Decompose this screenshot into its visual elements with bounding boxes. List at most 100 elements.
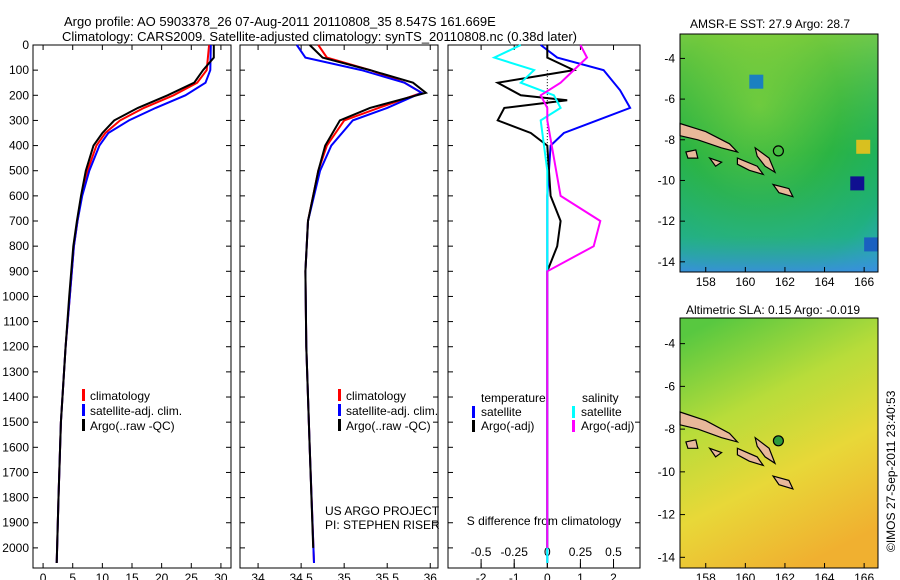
lat-tick-label: -6 — [664, 92, 675, 106]
legend-label: climatology — [90, 389, 150, 403]
x-tick-label: 36 — [424, 571, 438, 580]
lon-tick-label: 162 — [775, 275, 795, 289]
x-tick-label: 20 — [155, 571, 169, 580]
series-line-climatology — [55, 44, 211, 564]
x2-tick-label: -0.5 — [471, 545, 492, 559]
data-pixel — [749, 74, 764, 89]
x-tick-label: 34.5 — [289, 571, 313, 580]
lon-tick-label: 160 — [735, 275, 755, 289]
lat-tick-label: -8 — [664, 422, 675, 436]
map-frame — [679, 317, 879, 569]
legend-title-temperature: temperature — [481, 391, 546, 405]
legend-label: satellite — [581, 405, 622, 419]
legend-label: Argo(-adj) — [581, 419, 634, 433]
legend-label: satellite-adj. clim. — [346, 404, 438, 418]
map-field-overlay — [680, 34, 878, 272]
series-line-satellite-adj-clim- — [55, 44, 212, 564]
y-tick-label: 600 — [9, 189, 29, 203]
x-tick-label: 10 — [96, 571, 110, 580]
lon-tick-label: 158 — [696, 571, 716, 580]
island — [771, 183, 795, 198]
x-tick-label: 1 — [577, 571, 584, 580]
legend-swatch — [338, 404, 341, 416]
y-tick-label: 1700 — [2, 465, 29, 479]
y-tick-label: 1100 — [3, 315, 29, 329]
x2-axis-label: S difference from climatology — [467, 514, 622, 528]
x-tick-label: 34 — [251, 571, 265, 580]
data-pixel — [850, 176, 865, 191]
lon-tick-label: 164 — [815, 571, 835, 580]
temperature-panel: 0 5 10 15 20 25 300100200300400500600700800900… — [2, 38, 232, 580]
island — [679, 411, 740, 444]
legend-swatch — [82, 404, 85, 416]
x2-tick-label: 0.5 — [605, 545, 622, 559]
y-tick-label: 900 — [9, 264, 29, 278]
x-tick-label: 0 — [40, 571, 47, 580]
x-tick-label: 2 — [610, 571, 617, 580]
island — [736, 447, 765, 467]
series-line-climatology — [304, 44, 424, 564]
lat-tick-label: -6 — [664, 379, 675, 393]
y-tick-label: 1300 — [2, 365, 29, 379]
x-tick-label: -1 — [509, 571, 520, 580]
lon-tick-label: 164 — [815, 275, 835, 289]
lat-tick-label: -12 — [658, 214, 676, 228]
project-annotation: US ARGO PROJECT — [325, 504, 440, 518]
sst-map-title: AMSR-E SST: 27.9 Argo: 28.7 — [690, 17, 851, 31]
legend-swatch — [572, 406, 575, 418]
island — [736, 157, 765, 176]
sst-map: 158 160 162 164 166 -4 -6 -8 -10 -12 -14 — [658, 33, 879, 289]
y-tick-label: 1000 — [2, 289, 29, 303]
x-tick-label: 5 — [69, 571, 76, 580]
argo-location-marker — [772, 435, 784, 447]
legend-swatch — [338, 389, 341, 401]
lat-tick-label: -10 — [658, 465, 676, 479]
island — [685, 439, 699, 449]
axes-frame — [447, 44, 641, 569]
legend-swatch — [472, 420, 475, 432]
lat-tick-label: -10 — [658, 173, 676, 187]
legend-swatch — [572, 420, 575, 432]
salinity-panel: 3434.53535.536salinityclimatologysatelli… — [239, 44, 440, 580]
x2-tick-label: 0.25 — [569, 545, 593, 559]
legend-label: Argo(-adj) — [481, 419, 534, 433]
title-line-2: Climatology: CARS2009. Satellite-adjuste… — [62, 29, 577, 44]
series-line-t-argo-adj- — [494, 45, 578, 548]
title-line-1: Argo profile: AO 5903378_26 07-Aug-2011 … — [64, 14, 496, 29]
lon-tick-label: 162 — [775, 571, 795, 580]
x-tick-label: 35 — [337, 571, 351, 580]
map-frame — [679, 33, 879, 273]
series-line-s-satellite — [491, 44, 562, 563]
lat-tick-label: -4 — [664, 337, 675, 351]
y-tick-label: 1800 — [2, 491, 29, 505]
project-annotation: PI: STEPHEN RISER — [325, 518, 440, 532]
lon-tick-label: 166 — [854, 571, 874, 580]
argo-location-marker — [772, 145, 784, 157]
difference-panel: -2-1012T difference from climatology-0.5… — [447, 44, 641, 580]
lon-tick-label: 166 — [854, 275, 874, 289]
axes-frame — [239, 44, 439, 569]
legend-label: Argo(..raw -QC) — [90, 419, 175, 433]
x-tick-label: 0 — [544, 571, 551, 580]
y-tick-label: 0 — [22, 38, 29, 52]
series-line-satellite-adj-clim- — [295, 44, 424, 564]
y-tick-label: 1400 — [2, 390, 29, 404]
y-tick-label: 400 — [9, 139, 29, 153]
x-tick-label: -2 — [476, 571, 487, 580]
x-tick-label: 30 — [214, 571, 228, 580]
y-tick-label: 800 — [9, 239, 29, 253]
y-tick-label: 700 — [9, 214, 29, 228]
legend-swatch — [472, 406, 475, 418]
series-line-s-argo-adj- — [539, 44, 602, 548]
legend-label: satellite-adj. clim. — [90, 404, 182, 418]
sla-map-title: Altimetric SLA: 0.15 Argo: -0.019 — [686, 303, 861, 317]
legend-label: Argo(..raw -QC) — [346, 419, 431, 433]
y-tick-label: 200 — [9, 88, 29, 102]
sla-map: 158 160 162 164 166 -4 -6 -8 -10 -12 -14 — [658, 317, 879, 580]
lat-tick-label: -4 — [664, 51, 675, 65]
legend-label: climatology — [346, 389, 406, 403]
lat-tick-label: -14 — [658, 550, 676, 564]
island — [685, 149, 699, 159]
y-tick-label: 2000 — [2, 541, 29, 555]
